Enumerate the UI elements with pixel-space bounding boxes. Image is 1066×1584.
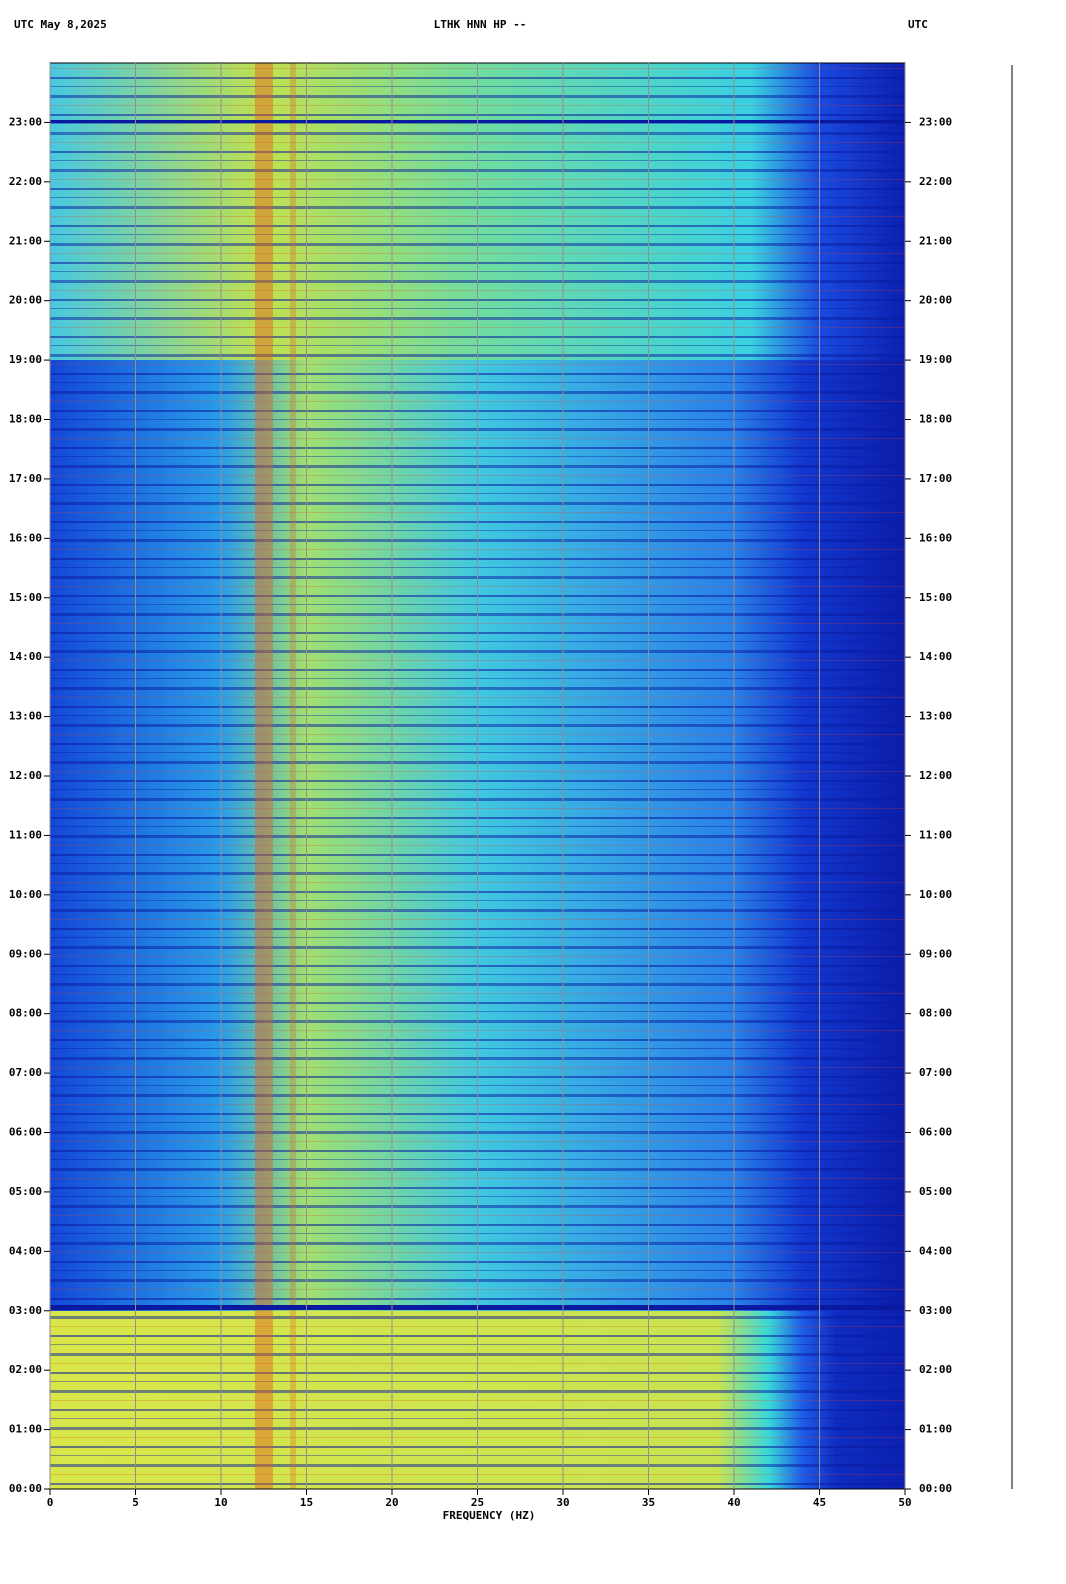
x-tick-label: 25 (471, 1496, 484, 1509)
y-tick-label: 09:00 (919, 947, 952, 960)
y-tick-label: 18:00 (9, 413, 42, 426)
y-tick-label: 21:00 (919, 234, 952, 247)
y-tick-label: 16:00 (919, 531, 952, 544)
y-tick-label: 13:00 (919, 710, 952, 723)
y-tick-label: 23:00 (919, 115, 952, 128)
y-tick-label: 04:00 (919, 1244, 952, 1257)
y-tick-label: 14:00 (9, 650, 42, 663)
x-tick-label: 45 (813, 1496, 826, 1509)
x-tick-label: 30 (556, 1496, 569, 1509)
y-tick-label: 22:00 (919, 175, 952, 188)
y-tick-label: 00:00 (9, 1482, 42, 1495)
y-tick-label: 06:00 (9, 1126, 42, 1139)
y-tick-label: 00:00 (919, 1482, 952, 1495)
x-tick-label: 35 (642, 1496, 655, 1509)
y-tick-label: 15:00 (9, 591, 42, 604)
x-tick-label: 50 (898, 1496, 911, 1509)
y-tick-label: 17:00 (9, 472, 42, 485)
y-tick-label: 07:00 (919, 1066, 952, 1079)
y-tick-label: 01:00 (919, 1423, 952, 1436)
y-tick-label: 14:00 (919, 650, 952, 663)
y-tick-label: 02:00 (9, 1363, 42, 1376)
y-tick-label: 19:00 (919, 353, 952, 366)
y-tick-label: 01:00 (9, 1423, 42, 1436)
x-axis-label: FREQUENCY (HZ) (443, 1509, 536, 1522)
y-tick-label: 07:00 (9, 1066, 42, 1079)
y-tick-label: 04:00 (9, 1244, 42, 1257)
x-tick-label: 15 (300, 1496, 313, 1509)
header-left: UTC May 8,2025 (14, 18, 107, 31)
y-tick-label: 03:00 (9, 1304, 42, 1317)
x-tick-label: 0 (47, 1496, 54, 1509)
y-tick-label: 12:00 (919, 769, 952, 782)
y-tick-label: 12:00 (9, 769, 42, 782)
y-tick-label: 13:00 (9, 710, 42, 723)
y-tick-label: 09:00 (9, 947, 42, 960)
y-tick-label: 17:00 (919, 472, 952, 485)
y-tick-label: 10:00 (9, 888, 42, 901)
y-tick-label: 16:00 (9, 531, 42, 544)
y-tick-label: 20:00 (919, 294, 952, 307)
y-tick-label: 22:00 (9, 175, 42, 188)
y-tick-label: 21:00 (9, 234, 42, 247)
y-tick-label: 18:00 (919, 413, 952, 426)
y-tick-label: 11:00 (919, 828, 952, 841)
header-right: UTC (908, 18, 928, 31)
y-tick-label: 05:00 (9, 1185, 42, 1198)
y-tick-label: 08:00 (9, 1007, 42, 1020)
y-tick-label: 02:00 (919, 1363, 952, 1376)
x-tick-label: 10 (214, 1496, 227, 1509)
x-tick-label: 40 (727, 1496, 740, 1509)
y-tick-label: 05:00 (919, 1185, 952, 1198)
y-tick-label: 08:00 (919, 1007, 952, 1020)
y-tick-label: 20:00 (9, 294, 42, 307)
x-tick-label: 5 (132, 1496, 139, 1509)
y-tick-label: 03:00 (919, 1304, 952, 1317)
x-tick-label: 20 (385, 1496, 398, 1509)
chart-title: LTHK HNN HP -- (434, 18, 527, 31)
y-tick-label: 19:00 (9, 353, 42, 366)
y-tick-label: 11:00 (9, 828, 42, 841)
y-tick-label: 15:00 (919, 591, 952, 604)
y-tick-label: 23:00 (9, 115, 42, 128)
y-tick-label: 10:00 (919, 888, 952, 901)
y-tick-label: 06:00 (919, 1126, 952, 1139)
